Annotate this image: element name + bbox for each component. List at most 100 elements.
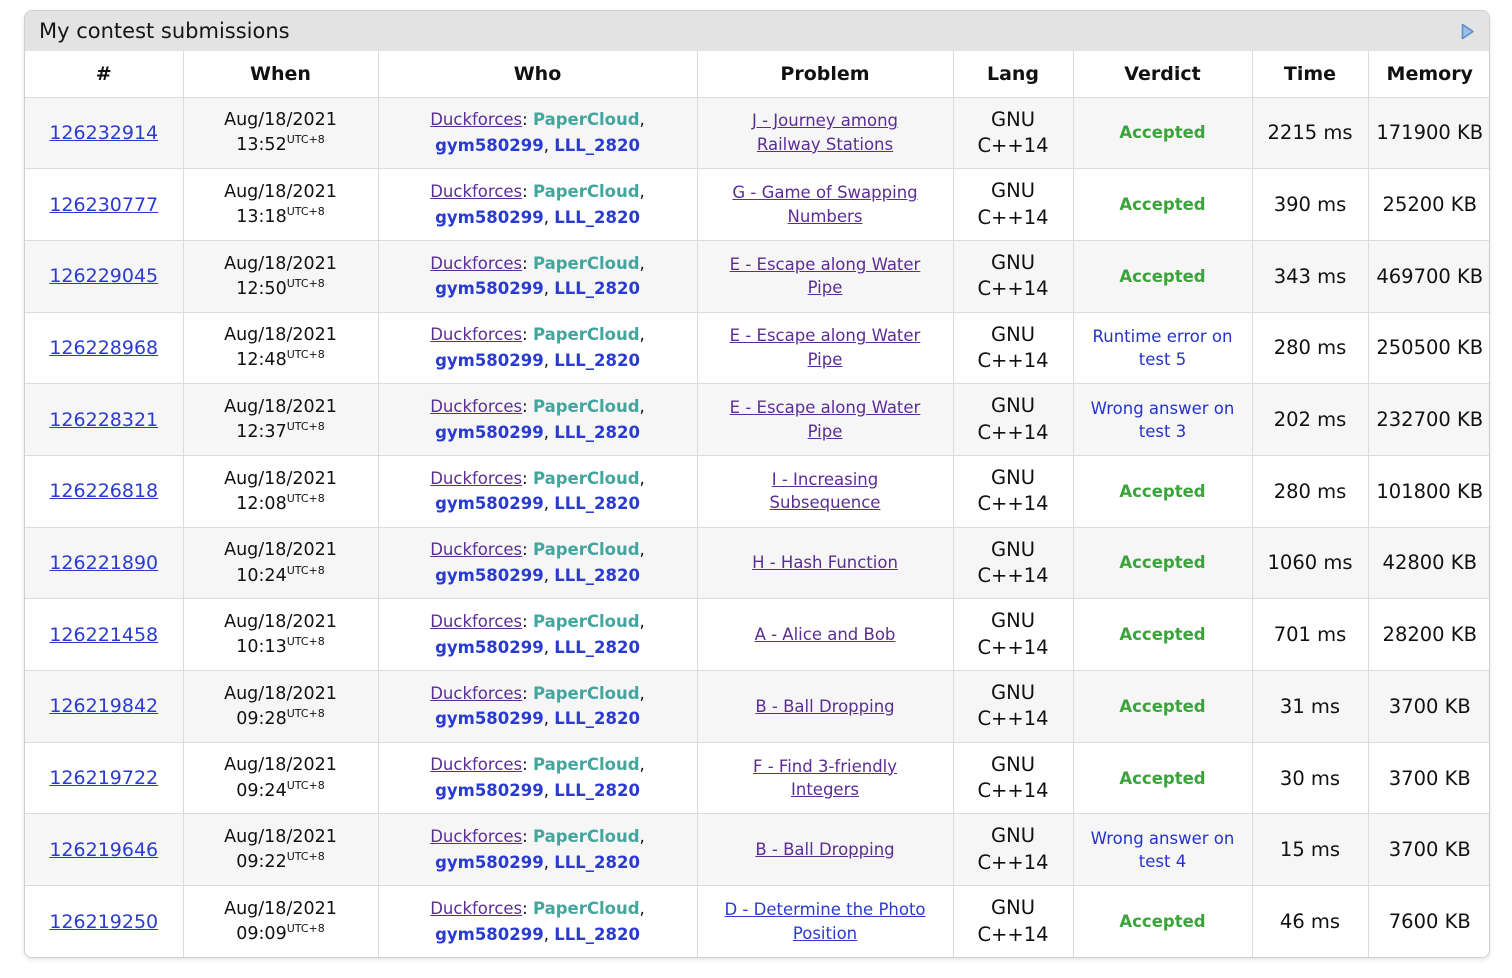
handle-link[interactable]: PaperCloud (532, 110, 640, 130)
submission-id-link[interactable]: 126232914 (49, 121, 159, 144)
cell-verdict: Accepted (1072, 885, 1253, 958)
col-header-when: When (182, 50, 379, 98)
handle-link[interactable]: LLL_2820 (554, 135, 640, 155)
problem-link[interactable]: D - Determine the Photo Position (724, 900, 926, 943)
handle-link[interactable]: gym580299 (435, 494, 544, 514)
contest-link[interactable]: Duckforces (430, 325, 523, 345)
timezone-label: UTC+8 (286, 133, 325, 147)
cell-problem: B - Ball Dropping (696, 670, 954, 743)
submission-row: 126219722 Aug/18/2021 09:24UTC+8 Duckforc… (25, 741, 1489, 815)
handle-link[interactable]: gym580299 (435, 279, 544, 299)
contest-link[interactable]: Duckforces (430, 468, 523, 488)
handle-link[interactable]: gym580299 (435, 637, 544, 657)
handle-link[interactable]: PaperCloud (532, 468, 640, 488)
submission-id-link[interactable]: 126230777 (49, 193, 159, 216)
cell-problem: E - Escape along Water Pipe (696, 239, 954, 313)
submission-row: 126219842 Aug/18/2021 09:28UTC+8 Duckforc… (25, 670, 1489, 743)
contest-link[interactable]: Duckforces (430, 612, 523, 632)
handle-link[interactable]: PaperCloud (532, 755, 640, 775)
contest-link[interactable]: Duckforces (430, 397, 523, 417)
problem-link[interactable]: G - Game of Swapping Numbers (732, 183, 918, 226)
cell-who: Duckforces: PaperCloud, gym580299, LLL_2… (377, 96, 698, 170)
cell-lang: GNU C++14 (952, 813, 1074, 887)
timezone-label: UTC+8 (286, 778, 325, 792)
submission-id-link[interactable]: 126219722 (49, 767, 159, 790)
cell-lang: GNU C++14 (952, 383, 1074, 456)
problem-link[interactable]: E - Escape along Water Pipe (729, 326, 921, 369)
contest-link[interactable]: Duckforces (430, 253, 523, 273)
submission-id-link[interactable]: 126228321 (49, 408, 159, 431)
handle-link[interactable]: LLL_2820 (554, 350, 640, 370)
cell-lang: GNU C++14 (952, 96, 1074, 170)
contest-link[interactable]: Duckforces (430, 540, 523, 560)
handle-link[interactable]: LLL_2820 (554, 852, 640, 872)
handle-link[interactable]: gym580299 (435, 852, 544, 872)
handle-link[interactable]: LLL_2820 (554, 422, 640, 442)
submission-id-link[interactable]: 126219646 (49, 838, 159, 861)
handle-link[interactable]: gym580299 (435, 709, 544, 729)
cell-lang: GNU C++14 (952, 526, 1074, 600)
expand-arrow-icon[interactable] (1460, 23, 1475, 40)
contest-link[interactable]: Duckforces (430, 755, 523, 775)
problem-link[interactable]: A - Alice and Bob (754, 624, 896, 644)
handle-link[interactable]: LLL_2820 (554, 565, 640, 585)
cell-id: 126228321 (25, 383, 184, 456)
handle-link[interactable]: gym580299 (435, 422, 544, 442)
submission-id-link[interactable]: 126219250 (49, 910, 159, 933)
contest-link[interactable]: Duckforces (430, 899, 523, 919)
handle-link[interactable]: PaperCloud (532, 827, 640, 847)
contest-link[interactable]: Duckforces (430, 827, 523, 847)
submission-id-link[interactable]: 126229045 (49, 265, 159, 288)
cell-memory: 469700 KB (1367, 239, 1489, 313)
submission-row: 126229045 Aug/18/2021 12:50UTC+8 Duckforc… (25, 239, 1489, 313)
problem-link[interactable]: H - Hash Function (752, 553, 898, 573)
contest-link[interactable]: Duckforces (430, 110, 523, 130)
problem-link[interactable]: E - Escape along Water Pipe (729, 398, 921, 441)
problem-link[interactable]: J - Journey among Railway Stations (751, 111, 899, 154)
submission-id-link[interactable]: 126226818 (49, 480, 159, 503)
cell-problem: F - Find 3-friendly Integers (696, 741, 954, 815)
handle-link[interactable]: PaperCloud (532, 397, 640, 417)
handle-link[interactable]: LLL_2820 (554, 637, 640, 657)
contest-link[interactable]: Duckforces (430, 181, 523, 201)
handle-link[interactable]: LLL_2820 (554, 924, 640, 944)
handle-link[interactable]: gym580299 (435, 135, 544, 155)
verdict-label: Accepted (1119, 696, 1206, 716)
handle-link[interactable]: gym580299 (435, 350, 544, 370)
contest-link[interactable]: Duckforces (430, 683, 523, 703)
handle-link[interactable]: gym580299 (435, 924, 544, 944)
handle-link[interactable]: gym580299 (435, 781, 544, 801)
handle-link[interactable]: LLL_2820 (554, 494, 640, 514)
handle-link[interactable]: PaperCloud (532, 253, 640, 273)
cell-problem: E - Escape along Water Pipe (696, 311, 954, 385)
problem-link[interactable]: F - Find 3-friendly Integers (752, 756, 898, 800)
handle-link[interactable]: gym580299 (435, 565, 544, 585)
cell-who: Duckforces: PaperCloud, gym580299, LLL_2… (377, 383, 698, 456)
timezone-label: UTC+8 (286, 850, 325, 864)
handle-link[interactable]: PaperCloud (532, 899, 640, 919)
handle-link[interactable]: PaperCloud (532, 683, 640, 703)
submission-id-link[interactable]: 126221890 (49, 551, 159, 574)
problem-link[interactable]: I - Increasing Subsequence (769, 469, 881, 513)
submission-id-link[interactable]: 126228968 (49, 336, 159, 359)
handle-link[interactable]: PaperCloud (532, 612, 640, 632)
handle-link[interactable]: PaperCloud (532, 181, 640, 201)
cell-problem: G - Game of Swapping Numbers (696, 168, 954, 241)
cell-when: Aug/18/2021 12:48UTC+8 (182, 311, 379, 385)
problem-link[interactable]: B - Ball Dropping (755, 696, 895, 716)
submission-id-link[interactable]: 126219842 (49, 695, 159, 718)
submission-id-link[interactable]: 126221458 (49, 623, 159, 646)
col-header-who: Who (377, 50, 698, 98)
cell-id: 126219646 (25, 813, 184, 887)
handle-link[interactable]: LLL_2820 (554, 279, 640, 299)
handle-link[interactable]: gym580299 (435, 207, 544, 227)
cell-lang: GNU C++14 (952, 741, 1074, 815)
problem-link[interactable]: B - Ball Dropping (755, 840, 895, 859)
handle-link[interactable]: PaperCloud (532, 325, 640, 345)
cell-who: Duckforces: PaperCloud, gym580299, LLL_2… (377, 239, 698, 313)
handle-link[interactable]: PaperCloud (532, 540, 640, 560)
handle-link[interactable]: LLL_2820 (554, 207, 640, 227)
problem-link[interactable]: E - Escape along Water Pipe (729, 254, 921, 298)
handle-link[interactable]: LLL_2820 (554, 781, 640, 801)
handle-link[interactable]: LLL_2820 (554, 709, 640, 729)
